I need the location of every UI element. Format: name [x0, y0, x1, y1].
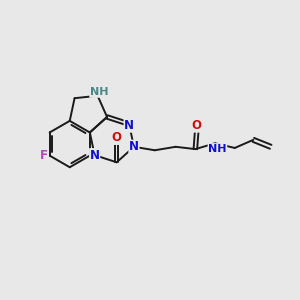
Text: O: O: [192, 119, 202, 132]
Text: N: N: [90, 148, 100, 162]
Text: N: N: [124, 119, 134, 132]
Text: N: N: [129, 140, 139, 153]
Text: NH: NH: [90, 87, 108, 97]
Text: O: O: [112, 131, 122, 144]
Text: NH: NH: [208, 144, 227, 154]
Text: F: F: [40, 149, 48, 162]
